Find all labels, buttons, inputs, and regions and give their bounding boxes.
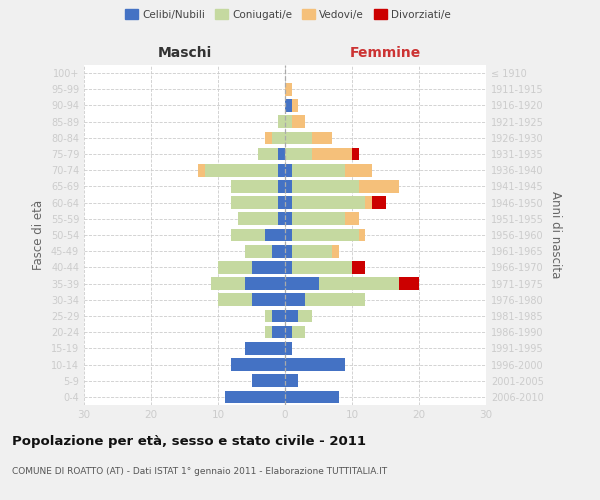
Bar	[278, 212, 285, 225]
Bar	[251, 261, 285, 274]
Bar	[285, 180, 292, 192]
Bar	[359, 228, 365, 241]
Bar	[346, 212, 359, 225]
Bar	[232, 228, 265, 241]
Bar	[352, 261, 365, 274]
Bar	[258, 148, 278, 160]
Bar	[285, 83, 292, 96]
Bar	[265, 132, 272, 144]
Bar	[245, 342, 285, 354]
Bar	[238, 212, 278, 225]
Bar	[278, 148, 285, 160]
Bar	[265, 326, 272, 338]
Bar	[292, 228, 359, 241]
Bar	[272, 326, 285, 338]
Y-axis label: Anni di nascita: Anni di nascita	[549, 192, 562, 278]
Bar	[298, 310, 312, 322]
Bar	[292, 245, 332, 258]
Bar	[245, 278, 285, 290]
Bar	[211, 278, 245, 290]
Bar	[285, 326, 292, 338]
Bar	[285, 294, 305, 306]
Text: Femmine: Femmine	[350, 46, 421, 60]
Bar	[232, 358, 285, 371]
Bar	[232, 196, 278, 209]
Bar	[285, 342, 292, 354]
Bar	[285, 212, 292, 225]
Bar	[278, 116, 285, 128]
Bar	[292, 261, 352, 274]
Bar	[312, 148, 352, 160]
Bar	[285, 116, 292, 128]
Bar	[319, 278, 399, 290]
Bar	[218, 294, 251, 306]
Bar	[292, 212, 346, 225]
Bar	[359, 180, 399, 192]
Bar	[272, 132, 285, 144]
Bar	[292, 196, 365, 209]
Bar	[265, 310, 272, 322]
Text: Popolazione per età, sesso e stato civile - 2011: Popolazione per età, sesso e stato civil…	[12, 435, 366, 448]
Bar	[225, 390, 285, 403]
Bar	[285, 374, 298, 387]
Bar	[265, 228, 285, 241]
Bar	[285, 278, 319, 290]
Bar	[292, 326, 305, 338]
Bar	[352, 148, 359, 160]
Bar	[278, 180, 285, 192]
Bar	[251, 374, 285, 387]
Bar	[312, 132, 332, 144]
Bar	[205, 164, 278, 176]
Bar	[278, 196, 285, 209]
Bar	[292, 180, 359, 192]
Bar	[365, 196, 372, 209]
Bar	[198, 164, 205, 176]
Bar	[285, 228, 292, 241]
Bar	[232, 180, 278, 192]
Bar	[285, 132, 312, 144]
Bar	[272, 310, 285, 322]
Bar	[272, 245, 285, 258]
Bar	[292, 99, 298, 112]
Bar	[285, 196, 292, 209]
Bar	[285, 390, 338, 403]
Bar	[292, 164, 346, 176]
Bar	[245, 245, 272, 258]
Y-axis label: Fasce di età: Fasce di età	[32, 200, 45, 270]
Text: COMUNE DI ROATTO (AT) - Dati ISTAT 1° gennaio 2011 - Elaborazione TUTTITALIA.IT: COMUNE DI ROATTO (AT) - Dati ISTAT 1° ge…	[12, 468, 387, 476]
Bar	[285, 245, 292, 258]
Text: Maschi: Maschi	[157, 46, 212, 60]
Bar	[218, 261, 251, 274]
Bar	[285, 261, 292, 274]
Bar	[346, 164, 372, 176]
Bar	[399, 278, 419, 290]
Bar	[285, 164, 292, 176]
Bar	[285, 148, 312, 160]
Bar	[305, 294, 365, 306]
Bar	[332, 245, 338, 258]
Bar	[292, 116, 305, 128]
Bar	[251, 294, 285, 306]
Bar	[372, 196, 386, 209]
Bar	[285, 310, 298, 322]
Bar	[278, 164, 285, 176]
Bar	[285, 99, 292, 112]
Bar	[285, 358, 346, 371]
Legend: Celibi/Nubili, Coniugati/e, Vedovi/e, Divorziati/e: Celibi/Nubili, Coniugati/e, Vedovi/e, Di…	[121, 5, 455, 24]
